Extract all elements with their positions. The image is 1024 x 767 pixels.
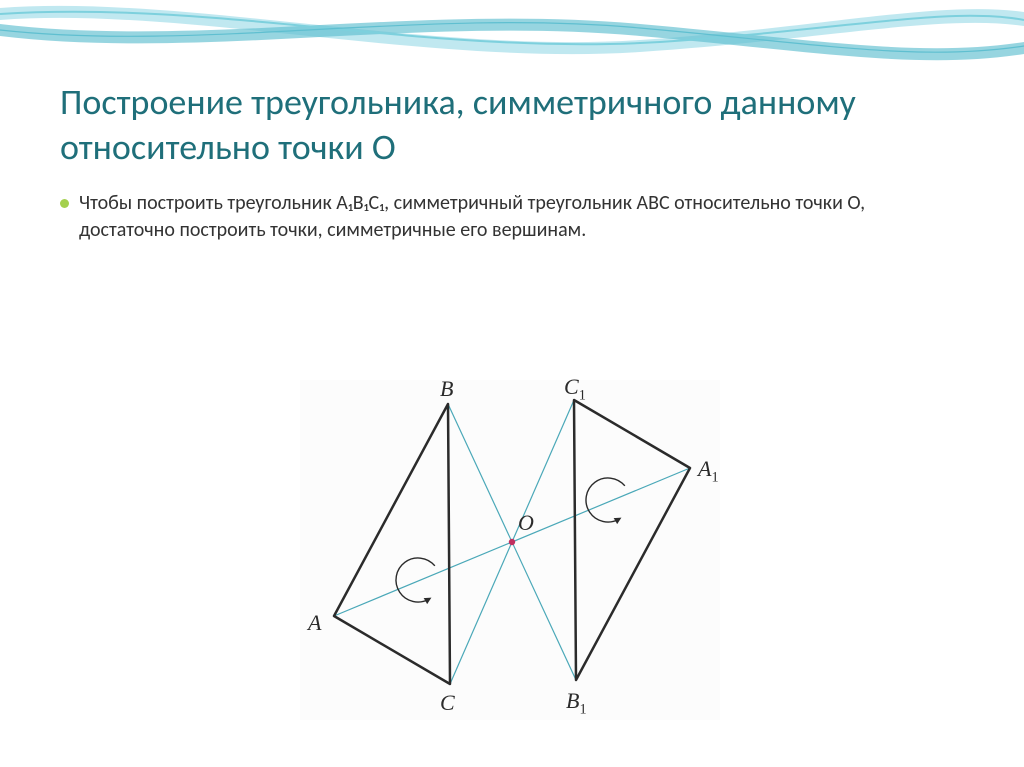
- body-text: Чтобы построить треугольник A₁B₁C₁, симм…: [79, 190, 964, 244]
- wave-band-2: [0, 19, 1024, 61]
- wave-band-1: [0, 6, 1024, 54]
- slide-content: Построение треугольника, симметричного д…: [60, 80, 964, 244]
- vertex-label-b1: B1: [566, 688, 587, 718]
- vertex-label-b: B: [440, 376, 453, 402]
- bullet-dot-icon: [60, 199, 69, 208]
- geometry-diagram: ABCOA1B1C1: [300, 380, 720, 720]
- top-wave: [0, 0, 1024, 70]
- vertex-label-a1: A1: [698, 456, 719, 486]
- wave-line-2: [0, 23, 1024, 53]
- vertex-label-c1: C1: [564, 374, 586, 404]
- diagram-svg: [300, 380, 720, 720]
- center-point: [509, 539, 515, 545]
- vertex-label-o: O: [518, 510, 534, 536]
- vertex-label-a: A: [308, 610, 321, 636]
- triangle-abc: [334, 404, 450, 684]
- slide-title: Построение треугольника, симметричного д…: [60, 80, 964, 170]
- bullet-item: Чтобы построить треугольник A₁B₁C₁, симм…: [60, 190, 964, 244]
- vertex-label-c: C: [440, 690, 455, 716]
- triangle-a1b1c1: [574, 400, 690, 680]
- rotation-arrow-icon: [396, 558, 435, 602]
- wave-line-1: [0, 12, 1024, 45]
- rotation-arrow-icon: [586, 478, 625, 522]
